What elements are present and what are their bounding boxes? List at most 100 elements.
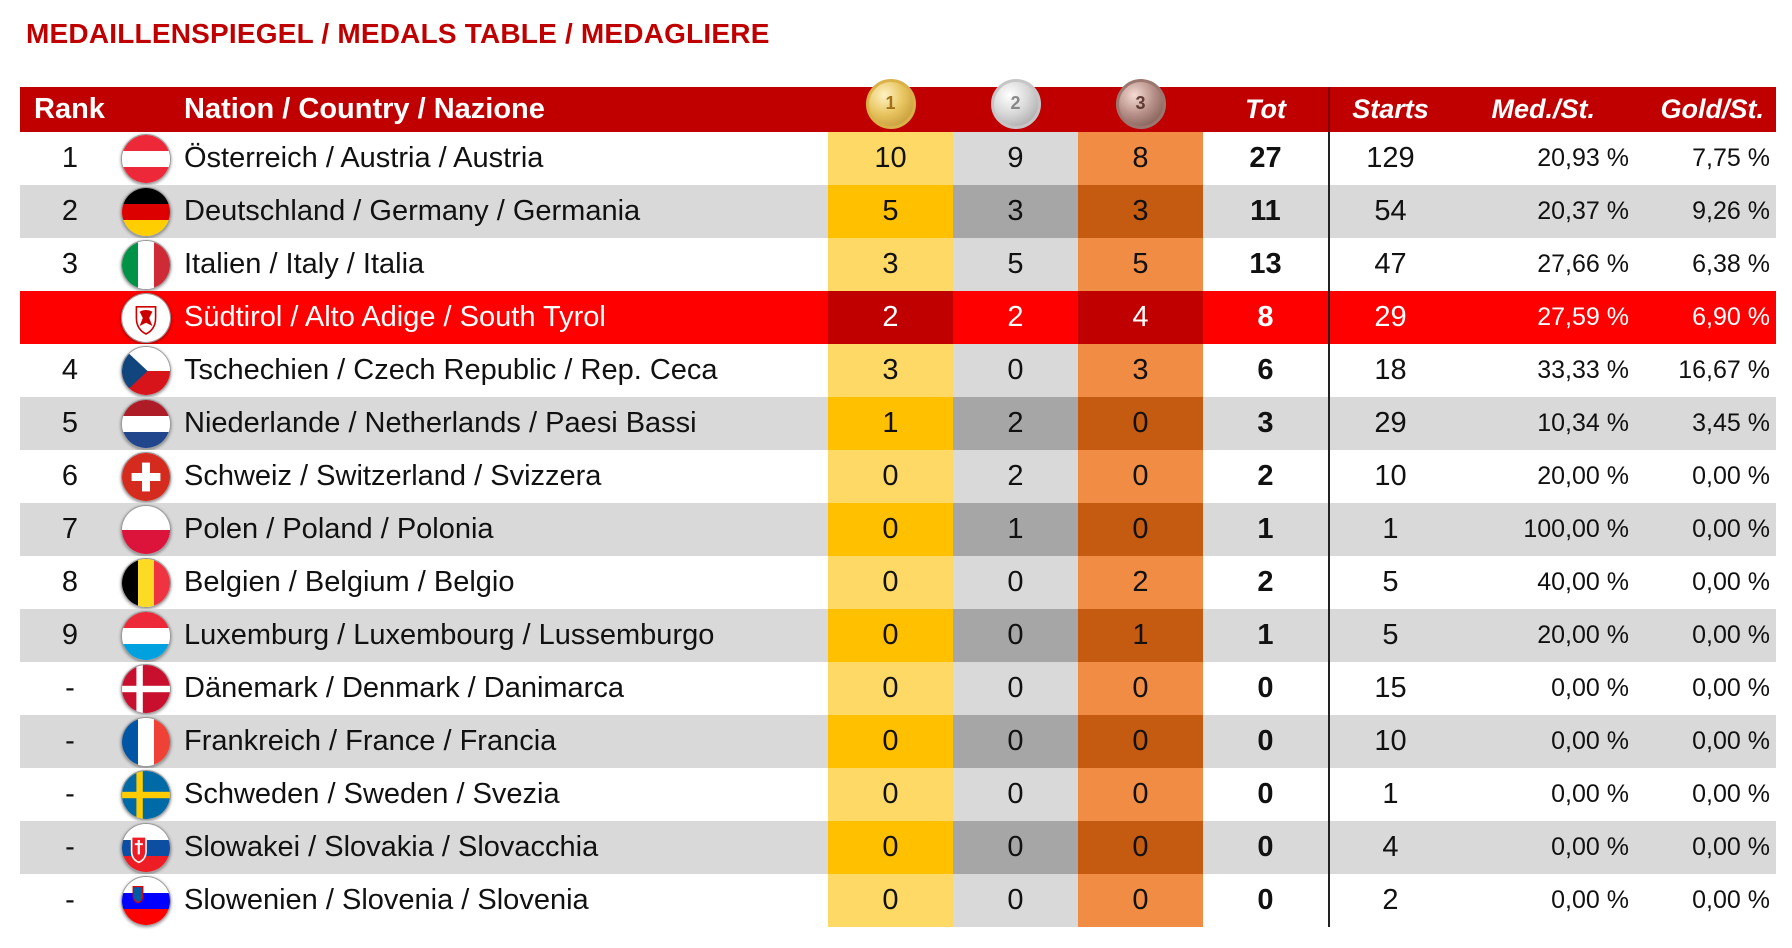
gold-cell: 2 xyxy=(828,291,953,344)
table-header: Rank Nation / Country / Nazione 1 2 3 To… xyxy=(20,78,1776,132)
column-divider xyxy=(1328,662,1330,715)
total-cell: 0 xyxy=(1257,884,1274,916)
total-cell: 8 xyxy=(1257,301,1274,333)
rank-cell: - xyxy=(65,672,75,704)
table-row: 2 Deutschland / Germany / Germania 5 3 3 11 54… xyxy=(20,185,1776,238)
gold-cell: 0 xyxy=(828,874,953,927)
gold-per-start-cell: 0,00 % xyxy=(1692,621,1770,649)
slovenia-flag-icon xyxy=(121,875,171,926)
column-divider xyxy=(1328,87,1330,132)
rank-cell: - xyxy=(65,831,75,863)
gold-cell: 3 xyxy=(828,344,953,397)
total-cell: 2 xyxy=(1257,566,1274,598)
medals-per-start-cell: 20,93 % xyxy=(1537,144,1629,172)
gold-cell: 0 xyxy=(828,450,953,503)
silver-cell: 0 xyxy=(953,344,1078,397)
starts-cell: 5 xyxy=(1382,619,1399,651)
starts-cell: 54 xyxy=(1374,195,1407,227)
flag-cell xyxy=(118,768,174,821)
total-cell: 1 xyxy=(1257,619,1274,651)
flag-cell xyxy=(118,662,174,715)
silver-cell: 0 xyxy=(953,609,1078,662)
gold-per-start-cell: 0,00 % xyxy=(1692,674,1770,702)
total-cell: 1 xyxy=(1257,513,1274,545)
gold-per-start-cell: 0,00 % xyxy=(1692,780,1770,808)
page-title: MEDAILLENSPIEGEL / MEDALS TABLE / MEDAGL… xyxy=(26,18,770,49)
table-row: 1 Österreich / Austria / Austria 10 9 8 27 129… xyxy=(20,132,1776,185)
rank-cell: 5 xyxy=(61,407,79,439)
silver-medal-icon: 2 xyxy=(990,78,1041,129)
starts-cell: 2 xyxy=(1382,884,1399,916)
rank-cell: 9 xyxy=(61,619,79,651)
gold-medal-icon: 1 xyxy=(865,78,916,129)
medals-per-start-cell: 20,37 % xyxy=(1537,197,1629,225)
medals-per-start-cell: 33,33 % xyxy=(1537,356,1629,384)
rank-cell: 3 xyxy=(61,248,79,280)
gold-per-start-cell: 0,00 % xyxy=(1692,833,1770,861)
nation-cell: Südtirol / Alto Adige / South Tyrol xyxy=(184,301,606,333)
gold-per-start-cell: 0,00 % xyxy=(1692,727,1770,755)
slovakia-flag-icon xyxy=(121,822,171,873)
gold-cell: 10 xyxy=(828,132,953,185)
header-starts: Starts xyxy=(1352,94,1429,124)
gold-cell: 0 xyxy=(828,715,953,768)
header-nation: Nation / Country / Nazione xyxy=(184,93,545,125)
flag-cell xyxy=(118,450,174,503)
bronze-cell: 1 xyxy=(1078,609,1203,662)
header-tot: Tot xyxy=(1245,94,1286,124)
flag-cell xyxy=(118,185,174,238)
starts-cell: 29 xyxy=(1374,407,1407,439)
medals-per-start-cell: 100,00 % xyxy=(1523,515,1629,543)
gold-cell: 0 xyxy=(828,503,953,556)
total-cell: 27 xyxy=(1249,142,1282,174)
medals-per-start-cell: 0,00 % xyxy=(1551,833,1629,861)
bronze-cell: 0 xyxy=(1078,662,1203,715)
rank-cell: - xyxy=(65,778,75,810)
medals-per-start-cell: 20,00 % xyxy=(1537,462,1629,490)
nation-cell: Frankreich / France / Francia xyxy=(184,725,557,757)
flag-cell xyxy=(118,503,174,556)
silver-cell: 2 xyxy=(953,450,1078,503)
rank-cell: 8 xyxy=(61,566,79,598)
gold-cell: 1 xyxy=(828,397,953,450)
medals-table: Rank Nation / Country / Nazione 1 2 3 To… xyxy=(20,78,1776,927)
nation-cell: Polen / Poland / Polonia xyxy=(184,513,494,545)
czech-flag-icon xyxy=(121,345,171,396)
column-divider xyxy=(1328,768,1330,821)
flag-cell xyxy=(118,238,174,291)
medals-per-start-cell: 0,00 % xyxy=(1551,674,1629,702)
medals-per-start-cell: 27,59 % xyxy=(1537,303,1629,331)
column-divider xyxy=(1328,397,1330,450)
bronze-cell: 0 xyxy=(1078,450,1203,503)
rank-cell: 2 xyxy=(61,195,79,227)
silver-cell: 9 xyxy=(953,132,1078,185)
bronze-cell: 8 xyxy=(1078,132,1203,185)
nation-cell: Dänemark / Denmark / Danimarca xyxy=(184,672,624,704)
rank-cell: 7 xyxy=(61,513,79,545)
gold-medal-header: 1 xyxy=(828,78,953,132)
flag-cell xyxy=(118,132,174,185)
silver-cell: 0 xyxy=(953,715,1078,768)
bronze-cell: 5 xyxy=(1078,238,1203,291)
total-cell: 3 xyxy=(1257,407,1274,439)
gold-cell: 0 xyxy=(828,821,953,874)
gold-cell: 0 xyxy=(828,768,953,821)
starts-cell: 129 xyxy=(1366,142,1415,174)
gold-per-start-cell: 3,45 % xyxy=(1692,409,1770,437)
medals-per-start-cell: 0,00 % xyxy=(1551,727,1629,755)
bronze-cell: 2 xyxy=(1078,556,1203,609)
nation-cell: Luxemburg / Luxembourg / Lussemburgo xyxy=(184,619,715,651)
silver-cell: 5 xyxy=(953,238,1078,291)
column-divider xyxy=(1328,450,1330,503)
flag-cell xyxy=(118,291,174,344)
total-cell: 0 xyxy=(1257,831,1274,863)
gold-per-start-cell: 0,00 % xyxy=(1692,886,1770,914)
gold-per-start-cell: 0,00 % xyxy=(1692,568,1770,596)
bronze-cell: 0 xyxy=(1078,503,1203,556)
denmark-flag-icon xyxy=(121,663,171,714)
starts-cell: 1 xyxy=(1382,778,1399,810)
silver-cell: 2 xyxy=(953,291,1078,344)
column-divider xyxy=(1328,556,1330,609)
header-gold-per-start: Gold/St. xyxy=(1660,94,1765,124)
total-cell: 0 xyxy=(1257,672,1274,704)
